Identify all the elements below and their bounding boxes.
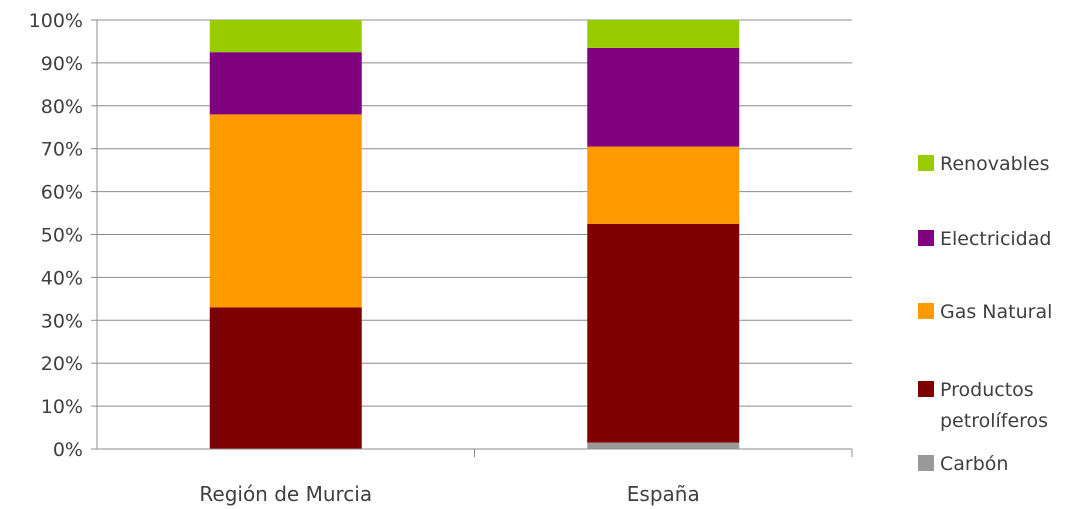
bar-segment	[209, 114, 362, 308]
legend-label: Gas Natural	[940, 301, 1052, 323]
legend-label: Carbón	[940, 453, 1008, 475]
y-tick-label: 100%	[29, 10, 83, 32]
x-axis-labels: Región de Murcia España	[199, 482, 699, 506]
y-tick-label: 0%	[53, 439, 83, 461]
bar-segment	[587, 47, 740, 147]
legend-swatch	[918, 230, 934, 246]
bar-segment	[587, 146, 740, 224]
legend-swatch	[918, 381, 934, 397]
x-category-label: Región de Murcia	[199, 482, 372, 506]
bar-segment	[209, 52, 362, 115]
y-tick-label: 50%	[41, 225, 83, 247]
bar-segment	[209, 307, 362, 449]
y-tick-label: 10%	[41, 396, 83, 418]
bar-segment	[587, 442, 740, 449]
legend-label: Productos	[940, 379, 1034, 401]
bar-segment	[209, 20, 362, 53]
y-tick-label: 20%	[41, 353, 83, 375]
x-axis	[96, 20, 853, 457]
legend-label: Renovables	[940, 153, 1050, 175]
bar-segment	[587, 223, 740, 443]
y-tick-label: 60%	[41, 182, 83, 204]
legend-label: petrolíferos	[940, 410, 1048, 432]
legend-swatch	[918, 303, 934, 319]
y-tick-label: 70%	[41, 139, 83, 161]
legend-label: Electricidad	[940, 228, 1051, 250]
bar-segment	[587, 20, 740, 48]
y-axis-ticks: 0% 10% 20% 30% 40% 50% 60% 70% 80% 90% 100%	[29, 10, 97, 461]
y-tick-label: 40%	[41, 267, 83, 289]
y-tick-label: 80%	[41, 96, 83, 118]
legend-swatch	[918, 155, 934, 171]
x-category-label: España	[627, 482, 700, 506]
legend-swatch	[918, 455, 934, 471]
y-tick-label: 30%	[41, 310, 83, 332]
bars	[209, 20, 740, 449]
y-tick-label: 90%	[41, 53, 83, 75]
legend: Renovables Electricidad Gas Natural Product…	[918, 153, 1052, 475]
